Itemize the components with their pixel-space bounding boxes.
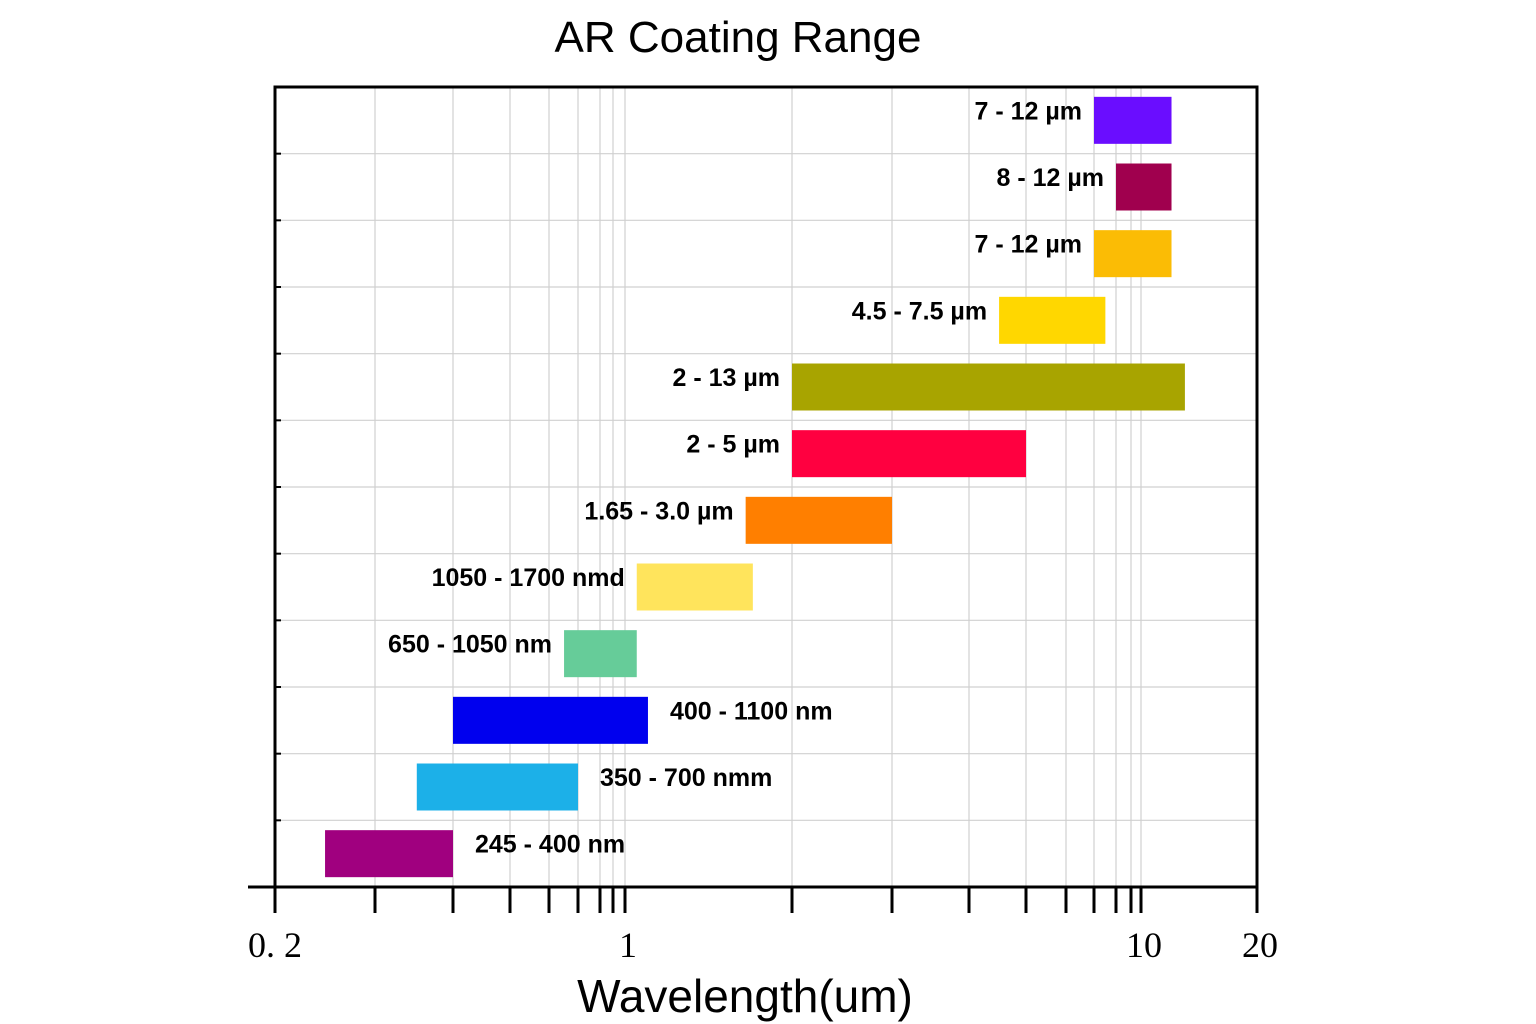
range-bar <box>745 496 892 544</box>
range-bar <box>792 363 1185 411</box>
chart-title: AR Coating Range <box>555 13 922 62</box>
bar-label: 2 - 5 µm <box>686 431 780 459</box>
bar-label: 7 - 12 µm <box>974 97 1082 125</box>
bars: 7 - 12 µm 8 - 12 µm 7 - 12 µm 4.5 - 7.5 µm 2… <box>325 96 1185 878</box>
bar-label: 1.65 - 3.0 µm <box>584 497 733 525</box>
x-axis-label: Wavelength(um) <box>577 970 913 1022</box>
range-bar <box>453 696 648 744</box>
bar-label: 7 - 12 µm <box>974 231 1082 259</box>
range-bar <box>416 763 578 811</box>
x-tick-label: 0. 2 <box>248 925 302 965</box>
x-tick-label: 10 <box>1126 925 1162 965</box>
bar-label: 1050 - 1700 nmd <box>432 564 625 592</box>
range-bar <box>636 563 753 611</box>
range-bar <box>564 630 637 678</box>
range-bar <box>1116 163 1172 211</box>
bar-label: 2 - 13 µm <box>672 364 780 392</box>
bar-label: 350 - 700 nmm <box>600 764 772 792</box>
range-bar <box>1094 230 1172 278</box>
x-tick-label: 1 <box>619 925 637 965</box>
bar-label: 400 - 1100 nm <box>670 697 833 725</box>
bar-label: 650 - 1050 nm <box>388 631 552 659</box>
bar-label: 4.5 - 7.5 µm <box>852 297 987 325</box>
range-bar <box>999 296 1106 344</box>
range-bar <box>325 830 453 878</box>
grid <box>274 87 1258 887</box>
range-bar <box>1094 96 1172 144</box>
bar-label: 245 - 400 nm <box>475 831 625 859</box>
x-ticks: 0. 2 1 10 20 <box>248 152 1278 965</box>
range-bar <box>792 430 1026 478</box>
bar-label: 8 - 12 µm <box>996 164 1104 192</box>
x-tick-label: 20 <box>1242 925 1278 965</box>
